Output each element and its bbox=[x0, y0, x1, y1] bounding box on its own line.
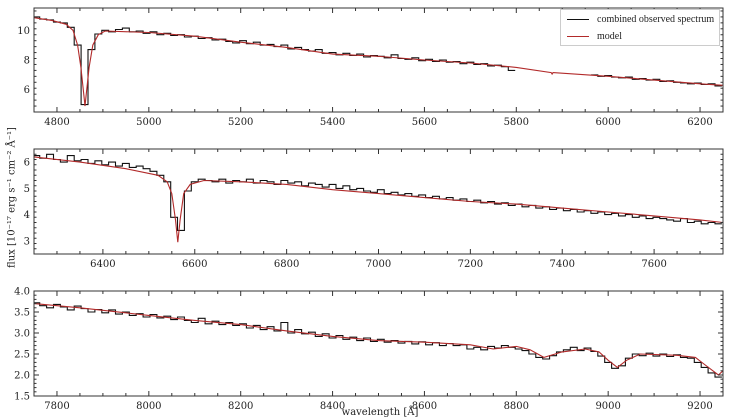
x-tick-label: 8400 bbox=[320, 401, 345, 412]
y-axis-label: flux [10⁻¹⁷ erg s⁻¹ cm⁻² Å⁻¹] bbox=[6, 127, 18, 268]
x-tick-label: 5400 bbox=[320, 117, 345, 128]
legend-line-model bbox=[567, 35, 589, 37]
y-tick-label: 6 bbox=[24, 85, 30, 96]
x-axis-label: wavelength [Å] bbox=[341, 407, 419, 418]
x-tick-label: 9000 bbox=[595, 401, 620, 412]
legend: combined observed spectrum model bbox=[560, 9, 720, 46]
x-tick-label: 8800 bbox=[504, 401, 529, 412]
model-line bbox=[34, 17, 723, 107]
model-line bbox=[34, 303, 723, 376]
y-tick-label: 3.0 bbox=[14, 329, 30, 340]
legend-entry-observed: combined observed spectrum bbox=[561, 11, 719, 27]
x-tick-label: 5600 bbox=[412, 117, 437, 128]
observed-spectrum-line bbox=[34, 153, 722, 231]
y-tick-label: 4 bbox=[24, 210, 30, 221]
x-tick-label: 4800 bbox=[44, 117, 69, 128]
x-tick-label: 6800 bbox=[274, 259, 299, 270]
x-tick-label: 6200 bbox=[687, 117, 712, 128]
x-tick-label: 6400 bbox=[90, 259, 115, 270]
x-tick-label: 7800 bbox=[44, 401, 69, 412]
x-tick-label: 7600 bbox=[641, 259, 666, 270]
x-tick-label: 7400 bbox=[550, 259, 575, 270]
axes-frame bbox=[33, 290, 724, 397]
x-tick-label: 9200 bbox=[687, 401, 712, 412]
y-tick-label: 6 bbox=[24, 158, 30, 169]
legend-line-observed bbox=[567, 18, 589, 20]
y-tick-label: 5 bbox=[24, 184, 30, 195]
legend-label-model: model bbox=[597, 30, 622, 42]
axes-frame bbox=[33, 148, 724, 255]
model-line bbox=[34, 156, 723, 243]
y-tick-label: 3.5 bbox=[14, 308, 30, 319]
x-tick-label: 5200 bbox=[228, 117, 253, 128]
x-tick-label: 8200 bbox=[228, 401, 253, 412]
x-tick-label: 6000 bbox=[595, 117, 620, 128]
y-tick-label: 4.0 bbox=[14, 287, 30, 298]
y-tick-label: 8 bbox=[24, 56, 30, 67]
x-tick-label: 5000 bbox=[136, 117, 161, 128]
x-tick-label: 6600 bbox=[182, 259, 207, 270]
y-tick-label: 2.5 bbox=[14, 350, 30, 361]
x-tick-label: 7000 bbox=[366, 259, 391, 270]
legend-entry-model: model bbox=[561, 28, 719, 44]
x-tick-label: 8600 bbox=[412, 401, 437, 412]
y-tick-label: 3 bbox=[24, 236, 30, 247]
legend-label-observed: combined observed spectrum bbox=[597, 13, 715, 25]
y-tick-label: 2.0 bbox=[14, 371, 30, 382]
x-tick-label: 5800 bbox=[504, 117, 529, 128]
y-tick-label: 10 bbox=[17, 26, 30, 37]
x-tick-label: 8000 bbox=[136, 401, 161, 412]
y-tick-label: 1.5 bbox=[14, 392, 30, 403]
x-tick-label: 7200 bbox=[458, 259, 483, 270]
